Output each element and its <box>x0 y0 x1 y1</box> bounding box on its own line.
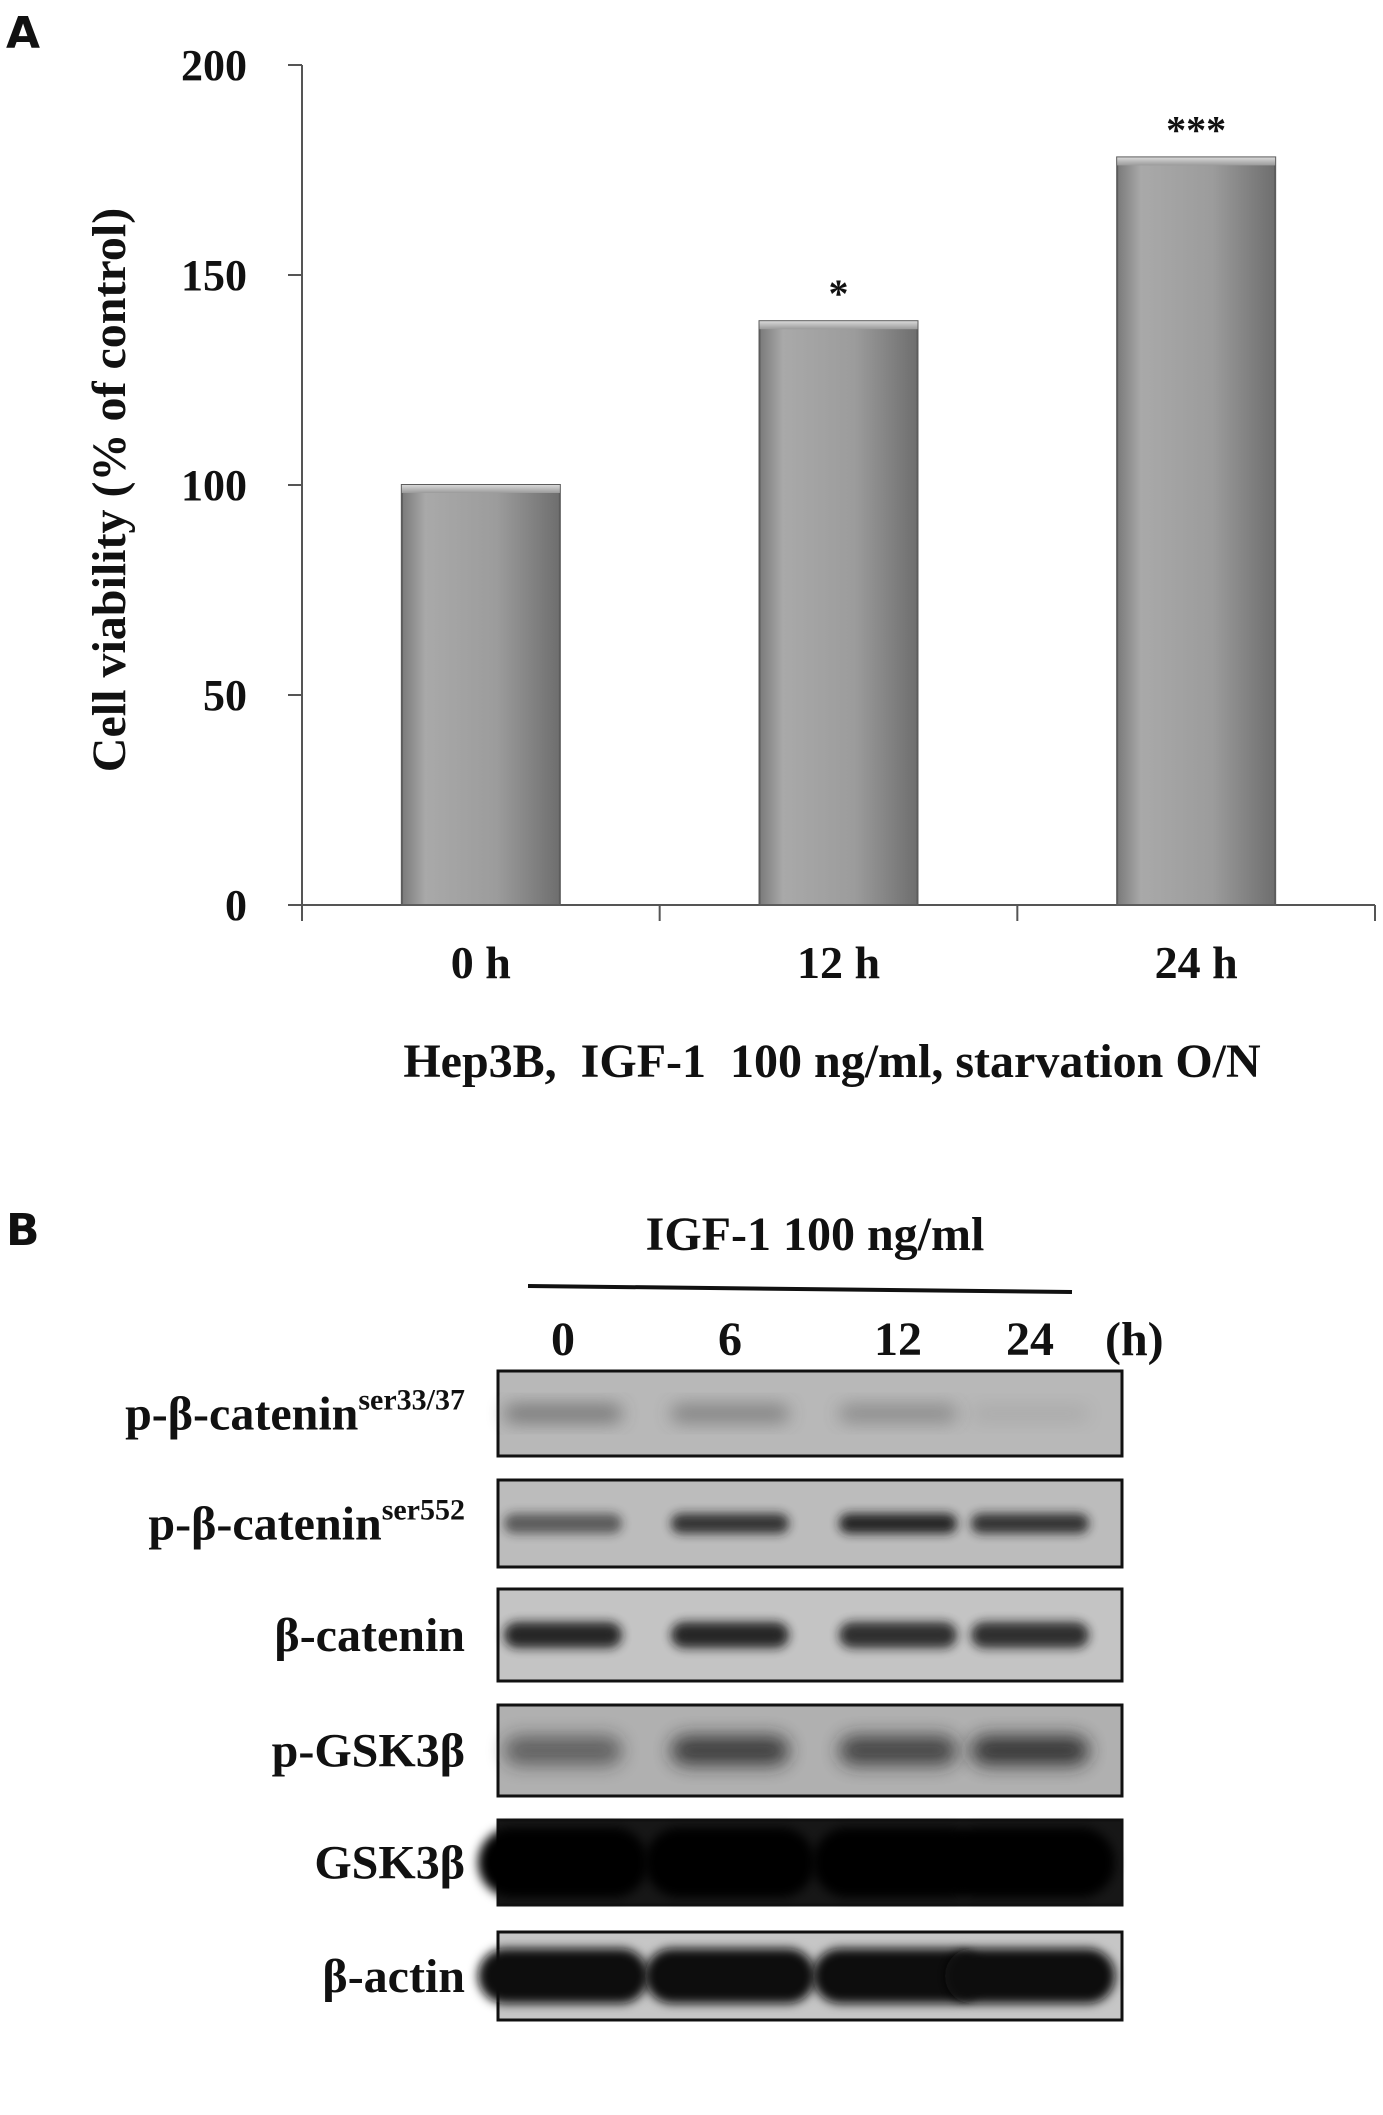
y-tick-label: 100 <box>181 461 247 510</box>
treatment-bracket-line <box>527 1284 1073 1294</box>
bar <box>758 320 919 906</box>
protein-band <box>671 1622 789 1648</box>
protein-band <box>645 1827 815 1898</box>
y-tick-label: 150 <box>181 251 247 300</box>
blot-row: GSK3β <box>314 1818 1124 1907</box>
treatment-label: IGF-1 100 ng/ml <box>646 1208 985 1261</box>
timepoint-label: 12 <box>874 1313 922 1366</box>
protein-band <box>813 1827 983 1898</box>
blot-row: p-GSK3β <box>272 1703 1124 1798</box>
blot-row: β-actin <box>322 1930 1124 2022</box>
time-unit-label: (h) <box>1105 1313 1164 1366</box>
x-tick-label: 12 h <box>797 937 880 988</box>
bar-cap <box>759 321 918 330</box>
x-axis-label: Hep3B, IGF-1 100 ng/ml, starvation O/N <box>403 1035 1261 1088</box>
blot-row: p-β-cateninser33/37 <box>125 1369 1124 1458</box>
protein-band <box>839 1622 957 1648</box>
protein-band <box>645 1948 815 2004</box>
blot-row-label: p-β-cateninser33/37 <box>125 1384 465 1441</box>
y-tick-label: 50 <box>203 671 247 720</box>
protein-band <box>504 1735 622 1766</box>
timepoint-label: 24 <box>1006 1313 1054 1366</box>
protein-band <box>839 1735 957 1766</box>
western-blot: IGF-1 100 ng/ml 0 6 12 24 (h) p-β-cateninse… <box>125 1208 1164 2022</box>
bar-cap <box>1117 157 1276 166</box>
protein-band <box>813 1948 983 2004</box>
bar <box>1116 156 1277 906</box>
protein-band <box>671 1735 789 1766</box>
y-axis: 0 50 100 150 200 <box>181 41 303 930</box>
protein-band <box>971 1405 1089 1422</box>
timepoint-labels: 0 6 12 24 <box>551 1313 1054 1366</box>
protein-band <box>671 1513 789 1534</box>
blot-row-label: β-actin <box>322 1950 465 2003</box>
protein-band <box>504 1513 622 1534</box>
timepoint-label: 6 <box>718 1313 742 1366</box>
significance-marker: * <box>829 271 849 316</box>
blot-row-label: p-β-cateninser552 <box>148 1494 465 1551</box>
x-tick-label: 0 h <box>451 937 511 988</box>
phospho-site-superscript: ser552 <box>382 1494 465 1527</box>
protein-band <box>971 1513 1089 1534</box>
timepoint-label: 0 <box>551 1313 575 1366</box>
bar-cap <box>401 485 560 493</box>
phospho-site-superscript: ser33/37 <box>358 1384 465 1417</box>
protein-band <box>839 1513 957 1534</box>
protein-band <box>671 1405 789 1422</box>
protein-band <box>478 1948 648 2004</box>
protein-band <box>945 1948 1115 2004</box>
protein-band <box>839 1405 957 1422</box>
blot-row-label: β-catenin <box>274 1609 465 1662</box>
significance-marker: *** <box>1166 107 1226 152</box>
y-tick-label: 200 <box>181 41 247 90</box>
x-tick-label: 24 h <box>1155 937 1238 988</box>
protein-band <box>478 1827 648 1898</box>
protein-band <box>945 1827 1115 1898</box>
y-axis-label: Cell viability (% of control) <box>83 208 136 772</box>
protein-band <box>504 1622 622 1648</box>
bar <box>400 484 561 906</box>
panel-a-label: A <box>6 8 40 59</box>
protein-band <box>971 1735 1089 1766</box>
panel-b-label: B <box>6 1205 40 1256</box>
protein-band <box>504 1405 622 1422</box>
blot-row-label: p-GSK3β <box>272 1725 465 1778</box>
bars: **** <box>400 107 1277 906</box>
blot-rows: p-β-cateninser33/37 p-β-cateninser552 β-ca… <box>125 1369 1124 2022</box>
blot-row: β-catenin <box>274 1587 1124 1683</box>
y-tick-label: 0 <box>225 881 247 930</box>
blot-row: p-β-cateninser552 <box>148 1478 1124 1569</box>
blot-row-label: GSK3β <box>314 1837 465 1890</box>
protein-band <box>971 1622 1089 1648</box>
x-axis: 0 h 12 h 24 h <box>301 904 1376 988</box>
